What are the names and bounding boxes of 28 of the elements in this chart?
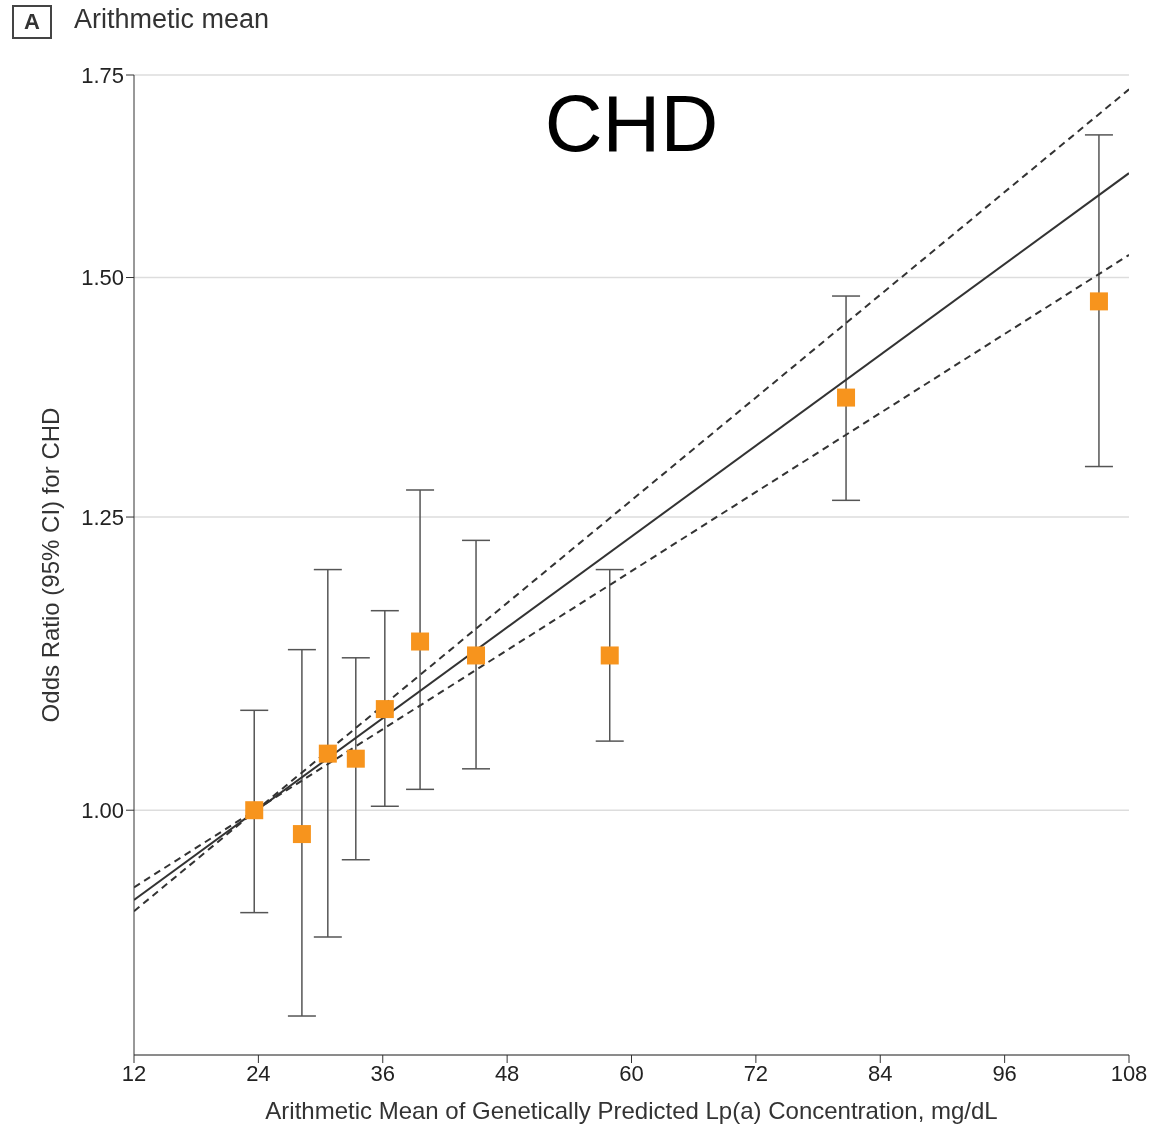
y-tick-label: 1.75	[81, 62, 124, 88]
x-tick-label: 72	[743, 1060, 769, 1086]
point	[837, 388, 856, 407]
x-tick-label: 96	[992, 1060, 1017, 1086]
x-tick-label: 84	[868, 1060, 893, 1086]
text: A	[12, 5, 52, 39]
x-tick-label: 36	[370, 1060, 395, 1086]
x-tick-label: 24	[246, 1060, 271, 1086]
chart-subtitle: Arithmetic mean	[74, 4, 270, 35]
y-tick-label: 1.00	[81, 798, 124, 824]
point	[346, 749, 365, 768]
point	[318, 744, 337, 763]
y-axis-title: Odds Ratio (95% CI) for CHD	[36, 407, 64, 723]
x-tick-label: 12	[121, 1060, 147, 1086]
point	[411, 632, 430, 651]
x-axis-title: Arithmetic Mean of Genetically Predicted Lp(a) Concentration, mg/dL	[265, 1097, 998, 1124]
point	[245, 801, 264, 820]
point	[467, 646, 486, 665]
point	[375, 700, 394, 719]
x-tick-label: 60	[619, 1060, 644, 1086]
point	[600, 646, 619, 665]
x-tick-label: 48	[494, 1060, 520, 1086]
point	[292, 825, 311, 844]
chart-title: CHD	[543, 78, 720, 170]
point	[1089, 292, 1108, 311]
y-tick-label: 1.25	[81, 504, 124, 530]
y-tick-label: 1.50	[81, 265, 124, 291]
x-tick-label: 108	[1110, 1060, 1148, 1086]
